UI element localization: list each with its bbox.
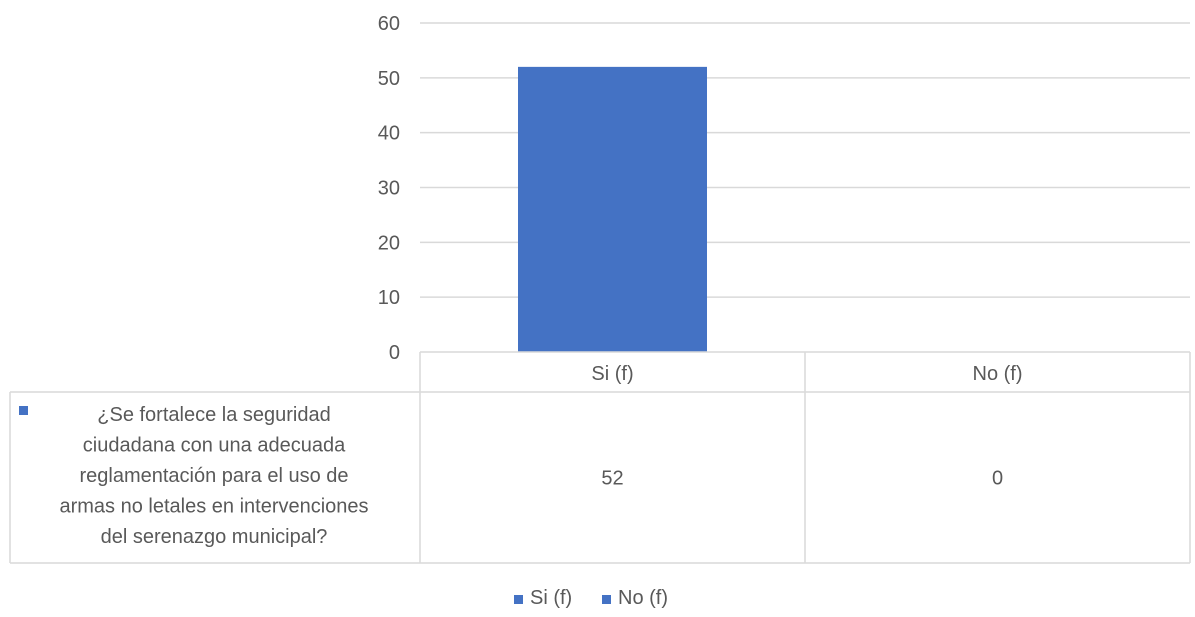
y-tick-label: 60 — [378, 13, 400, 35]
y-tick-label: 0 — [389, 342, 400, 364]
legend: Si (f) No (f) — [514, 587, 668, 609]
category-label: No (f) — [973, 363, 1023, 385]
y-tick-label: 50 — [378, 68, 400, 90]
bars — [518, 67, 707, 352]
series-name-line: ¿Se fortalece la seguridad — [97, 404, 330, 426]
y-tick-label: 30 — [378, 178, 400, 200]
data-label: 0 — [992, 468, 1003, 490]
legend-key — [602, 595, 611, 604]
series-name-line: armas no letales en intervenciones — [59, 496, 368, 518]
y-axis-ticks: 0 10 20 30 40 50 60 — [378, 13, 400, 364]
legend-key — [514, 595, 523, 604]
series-name-line: del serenazgo municipal? — [101, 526, 328, 548]
series-name-line: ciudadana con una adecuada — [83, 435, 346, 457]
series-name: ¿Se fortalece la seguridad ciudadana con … — [59, 404, 368, 548]
y-tick-label: 20 — [378, 232, 400, 254]
legend-label: No (f) — [618, 587, 668, 609]
bar — [518, 67, 707, 352]
legend-label: Si (f) — [530, 587, 572, 609]
y-tick-label: 40 — [378, 123, 400, 145]
series-name-line: reglamentación para el uso de — [79, 465, 348, 487]
data-label: 52 — [601, 468, 623, 490]
category-label: Si (f) — [591, 363, 633, 385]
data-table: Si (f) No (f) ¿Se fortalece la seguridad ci… — [10, 352, 1190, 563]
y-tick-label: 10 — [378, 287, 400, 309]
series-key — [19, 406, 28, 415]
